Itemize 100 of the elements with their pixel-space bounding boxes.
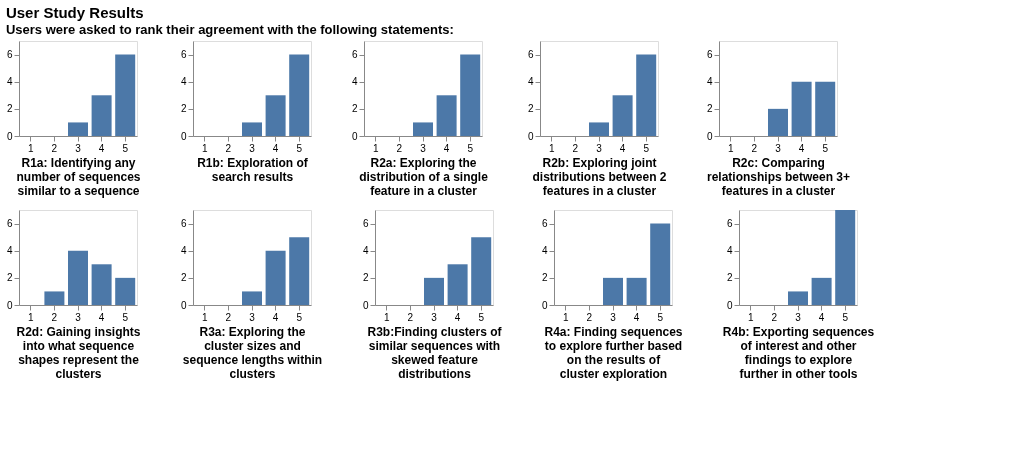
x-tick-label: 1 (373, 142, 380, 154)
x-tick-label: 5 (478, 311, 485, 323)
x-tick-label: 3 (775, 142, 782, 154)
bar (811, 277, 832, 305)
bar (68, 122, 88, 136)
x-tick-label: 5 (657, 311, 664, 323)
y-tick-label: 2 (726, 272, 733, 284)
y-tick-label: 6 (180, 218, 187, 230)
bar (265, 250, 286, 305)
bar (471, 237, 492, 305)
x-tick-label: 4 (818, 311, 825, 323)
x-tick-label: 2 (407, 311, 414, 323)
bar (242, 291, 262, 305)
x-axis-title: R1b: Exploration of search results (197, 155, 309, 184)
bar (460, 54, 481, 136)
y-tick-label: 6 (351, 49, 358, 61)
y-tick-label: 6 (726, 218, 733, 230)
y-tick-label: 2 (351, 103, 358, 115)
y-tick-label: 4 (6, 76, 13, 88)
y-tick-label: 2 (362, 272, 369, 284)
bar (68, 250, 88, 305)
x-tick-label: 1 (748, 311, 755, 323)
y-tick-label: 0 (541, 299, 548, 311)
x-tick-label: 4 (272, 311, 279, 323)
y-tick-label: 6 (6, 218, 13, 230)
y-tick-label: 2 (706, 103, 713, 115)
y-tick-label: 0 (351, 130, 358, 142)
y-tick-label: 2 (180, 272, 187, 284)
y-tick-label: 4 (726, 245, 733, 257)
x-tick-label: 1 (563, 311, 570, 323)
x-tick-label: 2 (771, 311, 778, 323)
y-tick-label: 2 (180, 103, 187, 115)
y-tick-label: 0 (6, 299, 13, 311)
x-tick-label: 3 (610, 311, 617, 323)
x-tick-label: 3 (420, 142, 427, 154)
x-tick-label: 2 (51, 311, 58, 323)
x-tick-label: 3 (249, 142, 256, 154)
y-tick-label: 0 (362, 299, 369, 311)
x-tick-label: 1 (202, 142, 209, 154)
x-tick-label: 5 (467, 142, 474, 154)
x-tick-label: 2 (225, 142, 232, 154)
text: Users were asked to rank their agreement with the following statements: (5, 21, 454, 37)
x-tick-label: 3 (795, 311, 802, 323)
bar (612, 95, 633, 136)
x-tick-label: 1 (549, 142, 556, 154)
x-tick-label: 3 (75, 142, 82, 154)
x-tick-label: 2 (572, 142, 579, 154)
bar (91, 95, 112, 136)
y-tick-label: 2 (6, 103, 13, 115)
y-tick-label: 6 (706, 49, 713, 61)
x-tick-label: 5 (122, 142, 129, 154)
y-tick-label: 6 (180, 49, 187, 61)
chart-title: User Study Results (5, 3, 144, 21)
x-axis-title: R1a: Identifying any number of sequences similar to a sequence (16, 155, 141, 198)
y-tick-label: 0 (726, 299, 733, 311)
bar (289, 54, 310, 136)
x-axis-title: R3b:Finding clusters of similar sequences with skewed feature distributions (367, 324, 503, 381)
y-tick-label: 0 (706, 130, 713, 142)
x-tick-label: 2 (225, 311, 232, 323)
bar (115, 277, 136, 305)
x-tick-label: 1 (28, 142, 35, 154)
bar (242, 122, 262, 136)
y-tick-label: 6 (362, 218, 369, 230)
y-tick-label: 4 (351, 76, 358, 88)
bar (436, 95, 457, 136)
y-tick-label: 0 (6, 130, 13, 142)
x-tick-label: 1 (728, 142, 735, 154)
y-tick-label: 4 (180, 245, 187, 257)
x-axis-title: R2d: Gaining insights into what sequence shapes represent the clusters (16, 324, 141, 381)
y-tick-label: 0 (180, 299, 187, 311)
bar (289, 237, 310, 305)
y-tick-label: 6 (527, 49, 534, 61)
bar (44, 291, 65, 305)
x-tick-label: 4 (443, 142, 450, 154)
x-tick-label: 4 (272, 142, 279, 154)
x-tick-label: 2 (586, 311, 593, 323)
x-axis-title: R4b: Exporting sequences of interest and other findings to explore further in other tools (722, 324, 875, 381)
x-tick-label: 3 (249, 311, 256, 323)
x-axis-title: R4a: Finding sequences to explore further based on the results of cluster exploration (544, 324, 683, 381)
x-tick-label: 3 (75, 311, 82, 323)
x-tick-label: 1 (202, 311, 209, 323)
x-tick-label: 2 (751, 142, 758, 154)
bar (91, 264, 112, 305)
x-tick-label: 5 (296, 311, 303, 323)
y-tick-label: 4 (541, 245, 548, 257)
x-tick-label: 3 (431, 311, 438, 323)
y-tick-label: 0 (180, 130, 187, 142)
y-tick-label: 2 (6, 272, 13, 284)
y-tick-label: 4 (527, 76, 534, 88)
x-tick-label: 4 (98, 311, 105, 323)
x-tick-label: 4 (454, 311, 461, 323)
x-tick-label: 5 (842, 311, 849, 323)
bar (589, 122, 609, 136)
x-tick-label: 1 (28, 311, 35, 323)
y-tick-label: 4 (362, 245, 369, 257)
bar (788, 291, 808, 305)
y-tick-label: 2 (527, 103, 534, 115)
x-tick-label: 3 (596, 142, 603, 154)
x-tick-label: 5 (122, 311, 129, 323)
bar (413, 122, 433, 136)
